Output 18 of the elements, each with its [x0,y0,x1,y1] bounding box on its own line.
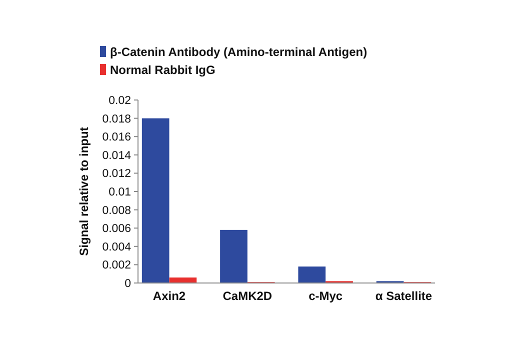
x-tick-label: CaMK2D [222,289,272,303]
x-tick-label: α Satellite [375,289,432,303]
x-tick-label: c-Myc [308,289,343,303]
y-tick-label: 0.006 [102,223,131,236]
y-tick-label: 0.002 [102,260,131,272]
y-tick-label: 0.004 [102,241,132,254]
y-tick-label: 0 [124,278,131,290]
legend-label: β-Catenin Antibody (Amino-terminal Antigen) [110,45,368,59]
y-tick-label: 0.02 [108,95,131,108]
y-axis-title: Signal relative to input [77,127,91,256]
x-tick-label: Axin2 [152,289,186,303]
y-tick-label: 0.016 [102,132,131,144]
y-tick-label: 0.01 [108,186,131,199]
legend-label: Normal Rabbit IgG [110,63,216,77]
y-tick-label: 0.014 [102,150,132,162]
y-tick-label: 0.012 [102,168,131,180]
y-tick-label: 0.008 [102,204,131,217]
y-tick-label: 0.018 [102,113,131,126]
